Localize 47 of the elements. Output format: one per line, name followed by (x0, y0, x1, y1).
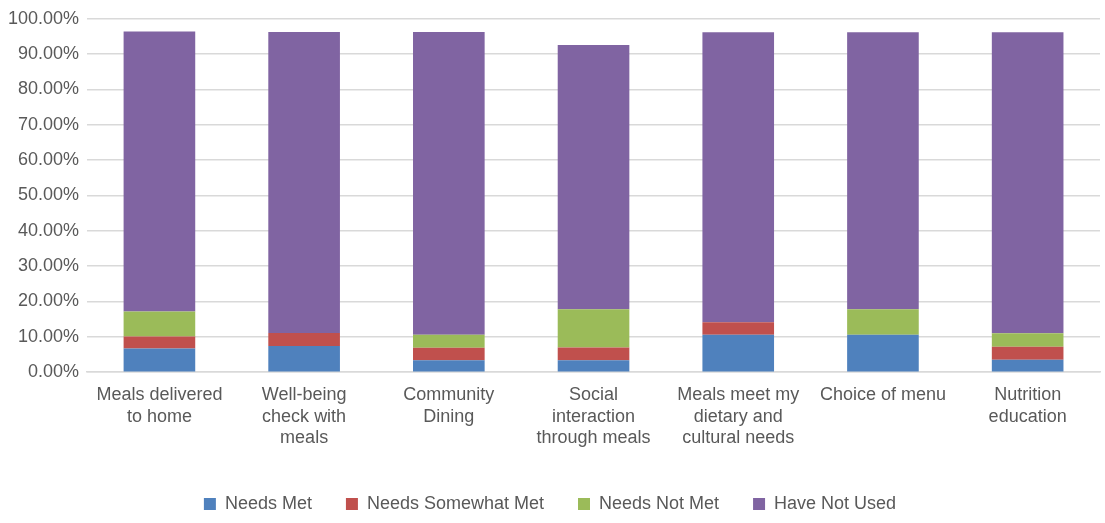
y-tick-label: 40.00% (18, 219, 80, 240)
bar (123, 31, 196, 312)
bar (268, 31, 340, 333)
bar (557, 44, 630, 310)
bar (268, 346, 340, 372)
legend-label: Needs Not Met (599, 492, 720, 513)
bar (123, 311, 196, 337)
y-tick-label: 10.00% (18, 325, 80, 346)
bar (847, 334, 919, 372)
bar (123, 336, 196, 349)
legend-label: Have Not Used (774, 492, 897, 513)
bar (847, 32, 919, 310)
x-tick-label: Meals meet my dietary and cultural needs (677, 383, 800, 448)
x-tick-label: Community Dining (403, 383, 495, 426)
y-tick-label: 80.00% (18, 78, 80, 99)
bar (991, 333, 1064, 347)
x-tick-label: Nutrition education (988, 383, 1067, 426)
x-tick-label: Meals delivered to home (96, 383, 223, 426)
bar (702, 32, 775, 323)
x-tick-label: Social interaction through meals (536, 383, 651, 448)
bar (557, 360, 630, 372)
bar (847, 309, 919, 335)
x-tick-label: Well-being check with meals (261, 383, 347, 448)
y-tick-label: 60.00% (18, 149, 80, 170)
y-tick-label: 30.00% (18, 255, 80, 276)
y-tick-label: 0.00% (28, 361, 80, 382)
legend-label: Needs Met (224, 492, 312, 513)
bar (702, 334, 775, 372)
bar (991, 346, 1064, 360)
bar (991, 32, 1064, 334)
y-tick-label: 90.00% (18, 43, 80, 64)
y-tick-label: 20.00% (18, 290, 80, 311)
bar (557, 309, 630, 348)
bar (413, 360, 485, 372)
bar (702, 322, 775, 335)
y-tick-label: 50.00% (18, 184, 80, 205)
bar (413, 334, 485, 348)
bar (413, 31, 485, 335)
bar (123, 348, 196, 372)
bar (557, 347, 630, 361)
x-tick-label: Choice of menu (819, 383, 946, 404)
bar (991, 359, 1064, 372)
legend-label: Needs Somewhat Met (366, 492, 545, 513)
y-tick-label: 100.00% (8, 7, 80, 28)
bar (413, 347, 485, 361)
y-tick-label: 70.00% (18, 113, 80, 134)
bar (268, 332, 340, 347)
